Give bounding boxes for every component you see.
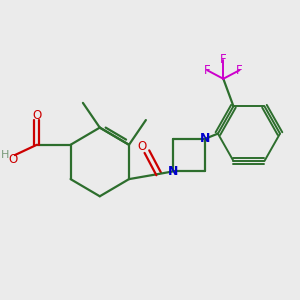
Text: F: F (236, 64, 243, 77)
Text: N: N (200, 132, 210, 145)
Text: O: O (32, 109, 41, 122)
Text: F: F (220, 53, 226, 66)
Text: O: O (138, 140, 147, 153)
Text: O: O (9, 153, 18, 166)
Text: N: N (168, 165, 178, 178)
Text: F: F (204, 64, 210, 77)
Text: H: H (0, 150, 9, 160)
